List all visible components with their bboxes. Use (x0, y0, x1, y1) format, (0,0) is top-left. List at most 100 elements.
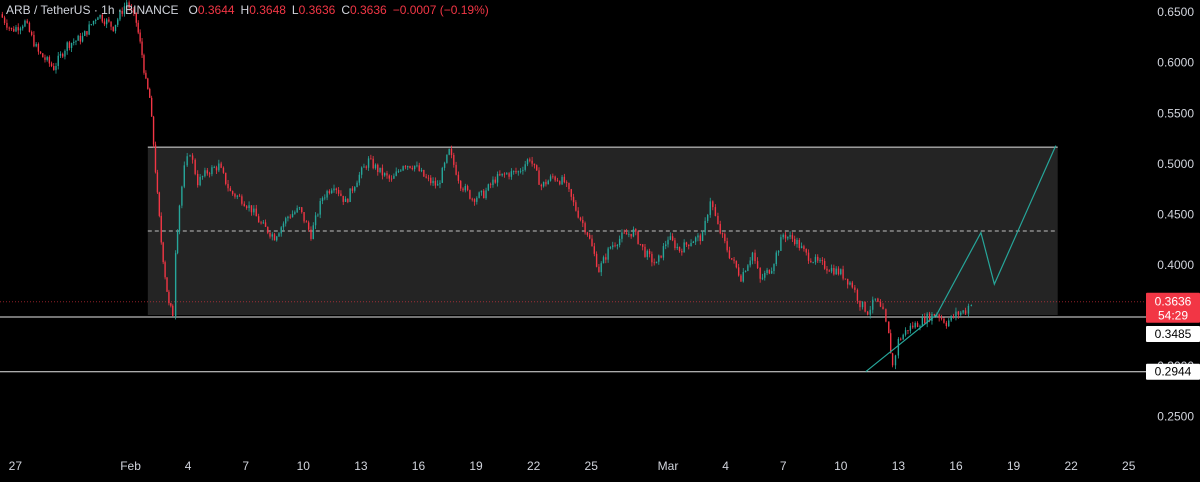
candle-body (243, 203, 245, 207)
candle-body (547, 180, 549, 185)
candle-body (154, 144, 157, 173)
candle-body (685, 242, 688, 245)
candle-body (874, 298, 877, 300)
candle-body (719, 224, 721, 234)
symbol-title[interactable]: ARB / TetherUS · 1h · BINANCE (6, 3, 179, 17)
candle-body (957, 311, 960, 315)
candle-body (595, 253, 598, 267)
candle-body (612, 245, 614, 248)
candle-body (42, 53, 44, 58)
candle-body (810, 260, 812, 263)
candle-body (367, 158, 370, 168)
candle-body (787, 236, 789, 239)
candle-body (676, 246, 678, 249)
candle-body (130, 7, 133, 10)
candle-body (644, 246, 646, 257)
candle-body (133, 9, 135, 13)
candle-body (789, 235, 791, 237)
candle-body (800, 246, 803, 249)
candle-body (30, 31, 33, 35)
candle-body (552, 176, 554, 178)
candle-body (229, 188, 232, 192)
candle-body (407, 166, 409, 168)
candle-body (823, 260, 826, 269)
candle-body (39, 51, 42, 54)
candle-body (812, 262, 814, 264)
candle-body (110, 21, 112, 27)
candle-body (559, 181, 561, 185)
candle-body (335, 188, 338, 190)
y-tick-label: 0.5000 (1157, 157, 1194, 171)
candle-body (443, 162, 446, 168)
candle-body (204, 170, 206, 177)
candle-body (434, 180, 437, 186)
candle-body (699, 235, 701, 242)
candle-body (854, 287, 856, 290)
candle-body (386, 173, 388, 176)
candle-body (478, 192, 480, 198)
candle-body (766, 269, 768, 274)
candle-body (1, 14, 4, 18)
candle-body (291, 213, 294, 218)
close-label: C (341, 3, 350, 17)
candle-body (201, 176, 204, 177)
candle-body (400, 170, 402, 172)
candle-body (671, 236, 674, 241)
candle-body (473, 199, 476, 202)
candle-body (125, 2, 128, 7)
candle-body (218, 163, 220, 171)
candle-body (709, 201, 711, 215)
candle-body (97, 17, 99, 20)
y-tick-label: 0.4500 (1157, 207, 1194, 221)
candle-body (952, 315, 955, 318)
candle-body (471, 198, 473, 200)
candle-body (568, 183, 570, 190)
candle-body (877, 298, 879, 302)
candle-body (22, 26, 24, 29)
candle-body (690, 242, 692, 247)
candle-body (466, 186, 469, 191)
candle-body (586, 232, 589, 235)
candle-body (37, 44, 40, 52)
candle-body (737, 267, 740, 276)
candle-body (756, 261, 759, 269)
candle-body (211, 167, 213, 175)
candle-body (152, 116, 155, 145)
candle-body (563, 176, 566, 183)
x-tick-label: 25 (585, 459, 599, 473)
candle-body (508, 173, 510, 177)
candle-body (365, 166, 367, 168)
candle-body (683, 242, 685, 253)
candle-body (635, 229, 637, 232)
candle-body (653, 262, 655, 264)
candle-body (189, 155, 191, 157)
countdown-tag: 54:29 (1158, 309, 1188, 323)
candle-body (524, 164, 526, 170)
candle-body (662, 246, 665, 258)
candle-body (390, 178, 393, 180)
projection-path[interactable] (865, 145, 1057, 373)
candle-body (921, 317, 924, 327)
candle-body (337, 189, 340, 194)
candle-body (92, 20, 95, 25)
candle-body (439, 182, 441, 185)
candle-body (62, 53, 64, 57)
candle-body (260, 222, 262, 224)
candle-body (307, 222, 310, 230)
candle-body (782, 234, 784, 238)
candle-body (780, 237, 782, 251)
candle-body (674, 240, 676, 249)
candle-body (342, 195, 344, 202)
candle-body (833, 267, 835, 275)
candle-body (137, 22, 139, 33)
candle-body (450, 148, 453, 156)
candle-body (181, 186, 183, 206)
y-tick-label: 0.5500 (1157, 106, 1194, 120)
candle-body (374, 164, 377, 169)
candle-body (425, 176, 427, 178)
candle-body (409, 166, 411, 168)
candle-body (114, 24, 117, 32)
candle-body (128, 2, 130, 8)
